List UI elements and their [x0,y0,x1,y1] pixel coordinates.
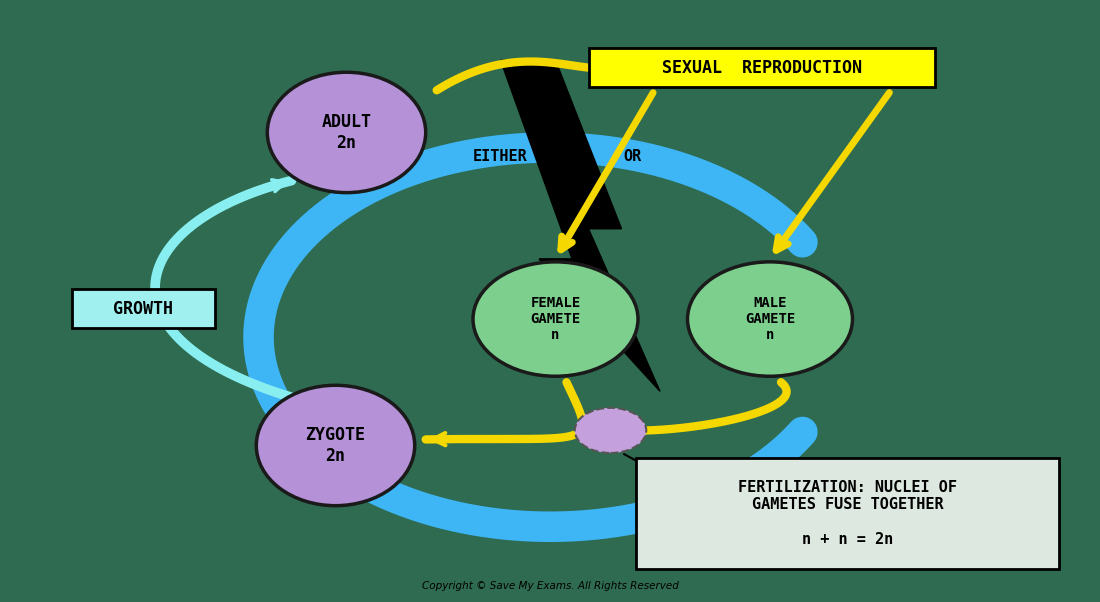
Text: SEXUAL  REPRODUCTION: SEXUAL REPRODUCTION [662,59,861,76]
FancyBboxPatch shape [588,48,935,87]
Ellipse shape [688,262,852,376]
FancyBboxPatch shape [72,289,214,328]
Text: EITHER: EITHER [473,149,528,164]
Text: FEMALE
GAMETE
n: FEMALE GAMETE n [530,296,581,343]
Ellipse shape [473,262,638,376]
Polygon shape [500,60,660,391]
Text: OR: OR [624,149,641,164]
Ellipse shape [574,408,647,453]
Text: FERTILIZATION: NUCLEI OF
GAMETES FUSE TOGETHER

n + n = 2n: FERTILIZATION: NUCLEI OF GAMETES FUSE TO… [738,480,957,547]
FancyBboxPatch shape [636,458,1059,569]
Text: ADULT
2n: ADULT 2n [321,113,372,152]
Text: ZYGOTE
2n: ZYGOTE 2n [306,426,365,465]
Text: Copyright © Save My Exams. All Rights Reserved: Copyright © Save My Exams. All Rights Re… [421,581,679,591]
Text: GROWTH: GROWTH [113,300,173,317]
Ellipse shape [267,72,426,193]
Text: MALE
GAMETE
n: MALE GAMETE n [745,296,795,343]
Ellipse shape [256,385,415,506]
